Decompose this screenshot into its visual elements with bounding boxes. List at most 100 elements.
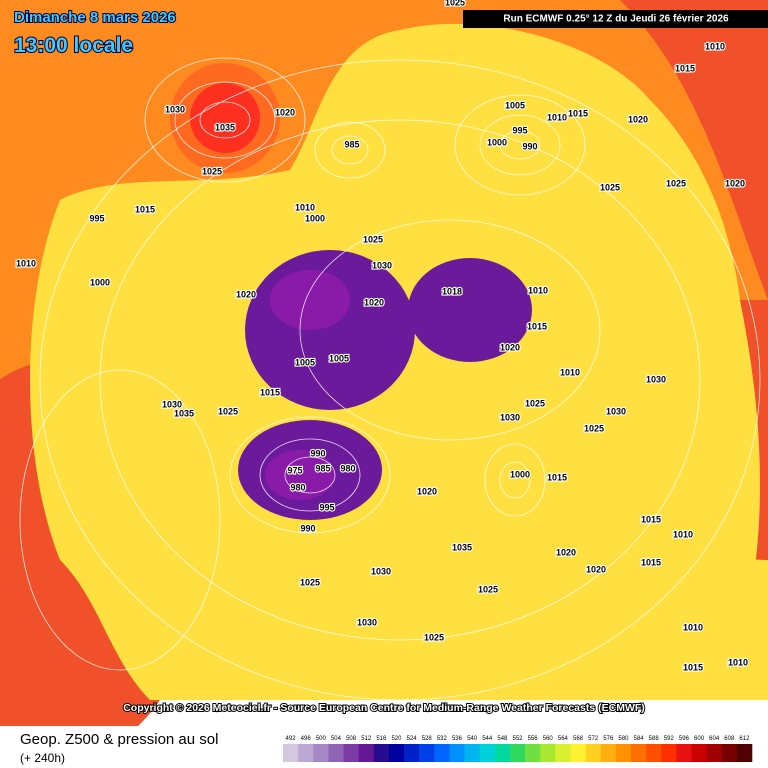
pressure-label: 1015	[675, 63, 695, 73]
scale-cell	[388, 744, 405, 762]
pressure-label: 1020	[556, 547, 576, 557]
scale-label: 592	[664, 736, 675, 742]
scale-cell	[479, 744, 496, 762]
pressure-label: 980	[290, 482, 305, 492]
pressure-label: 1010	[547, 112, 567, 122]
pressure-label: 1025	[525, 398, 545, 408]
pressure-label: 1010	[560, 367, 580, 377]
pressure-label: 990	[310, 448, 325, 458]
pressure-label: 1015	[641, 557, 661, 567]
scale-label: 504	[331, 736, 342, 742]
scale-label: 584	[634, 736, 645, 742]
scale-cell	[464, 744, 480, 762]
height-field	[265, 450, 335, 500]
scale-cell	[630, 744, 647, 762]
pressure-label: 1030	[165, 104, 185, 114]
scale-label: 588	[649, 736, 660, 742]
scale-label: 536	[452, 736, 463, 742]
scale-label: 576	[603, 736, 614, 742]
pressure-label: 990	[300, 523, 315, 533]
scale-label: 532	[437, 736, 448, 742]
run-banner	[463, 10, 768, 28]
pressure-label: 995	[512, 125, 527, 135]
pressure-label: 1005	[295, 357, 315, 367]
pressure-label: 1035	[452, 542, 472, 552]
pressure-label: 1025	[202, 166, 222, 176]
scale-cell	[691, 744, 707, 762]
pressure-label: 1025	[478, 584, 498, 594]
scale-label: 540	[467, 736, 478, 742]
scale-label: 512	[361, 736, 372, 742]
pressure-label: 1015	[547, 472, 567, 482]
pressure-label: 1010	[16, 258, 36, 268]
scale-cell	[434, 744, 450, 762]
scale-label: 528	[422, 736, 433, 742]
scale-cell	[615, 744, 632, 762]
pressure-label: 1025	[363, 234, 383, 244]
pressure-label: 1035	[174, 408, 194, 418]
scale-label: 604	[709, 736, 720, 742]
scale-cell	[494, 744, 511, 762]
scale-cell	[358, 744, 375, 762]
pressure-label: 1035	[215, 122, 235, 132]
scale-label: 596	[679, 736, 690, 742]
scale-cell	[404, 744, 420, 762]
pressure-label: 1005	[505, 100, 525, 110]
scale-cell	[373, 744, 390, 762]
copyright: Copyright © 2026 Meteociel.fr - Source E…	[123, 702, 645, 714]
pressure-label: 1000	[487, 137, 507, 147]
pressure-label: 980	[340, 463, 355, 473]
pressure-label: 1025	[600, 182, 620, 192]
scale-cell	[676, 744, 692, 762]
scale-label: 564	[558, 736, 569, 742]
scale-cell	[706, 744, 723, 762]
pressure-label: 1015	[641, 514, 661, 524]
scale-label: 556	[528, 736, 539, 742]
pressure-label: 1000	[305, 213, 325, 223]
pressure-label: 1015	[527, 321, 547, 331]
pressure-label: 1030	[500, 412, 520, 422]
pressure-label: 1020	[236, 289, 256, 299]
scale-label: 572	[588, 736, 599, 742]
scale-cell	[661, 744, 677, 762]
scale-cell	[328, 744, 344, 762]
scale-label: 568	[573, 736, 584, 742]
footer-title: Geop. Z500 & pression au sol	[20, 731, 218, 748]
pressure-label: 1025	[445, 0, 465, 7]
pressure-label: 1000	[510, 469, 530, 479]
scale-cell	[585, 744, 602, 762]
scale-label: 608	[724, 736, 735, 742]
isobars	[19, 57, 761, 701]
pressure-label: 1015	[260, 387, 280, 397]
pressure-label: 1010	[528, 285, 548, 295]
pressure-label: 1025	[218, 406, 238, 416]
scale-label: 492	[286, 736, 297, 742]
scale-cell	[509, 744, 526, 762]
scale-cell	[540, 744, 556, 762]
pressure-label: 990	[522, 141, 537, 151]
pressure-label: 995	[89, 213, 104, 223]
pressure-label: 1015	[135, 204, 155, 214]
scale-cell	[600, 744, 617, 762]
scale-label: 612	[739, 736, 750, 742]
scale-label: 508	[346, 736, 357, 742]
pressure-label: 1030	[371, 566, 391, 576]
scale-cell	[419, 744, 435, 762]
pressure-label: 1010	[728, 657, 748, 667]
scale-label: 520	[391, 736, 402, 742]
footer-lead: (+ 240h)	[20, 751, 65, 765]
pressure-label: 1020	[275, 107, 295, 117]
height-field	[245, 250, 415, 410]
scale-label: 552	[512, 736, 523, 742]
height-field	[190, 83, 260, 153]
pressure-label: 1025	[424, 632, 444, 642]
scale-label: 496	[301, 736, 312, 742]
scale-cell	[736, 744, 753, 762]
pressure-label: 1005	[329, 353, 349, 363]
pressure-label: 1025	[300, 577, 320, 587]
pressure-label: 1000	[90, 277, 110, 287]
scale-cell	[525, 744, 541, 762]
pressure-label: 1010	[705, 41, 725, 51]
forecast-date: Dimanche 8 mars 2026	[14, 9, 176, 26]
